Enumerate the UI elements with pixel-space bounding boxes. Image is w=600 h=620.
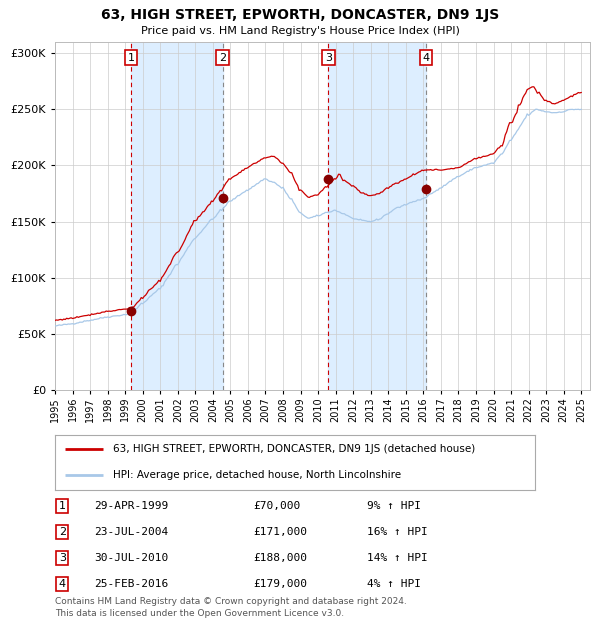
Text: 2: 2 xyxy=(59,527,66,537)
Text: 25-FEB-2016: 25-FEB-2016 xyxy=(94,579,168,589)
Text: 14% ↑ HPI: 14% ↑ HPI xyxy=(367,553,428,563)
Text: HPI: Average price, detached house, North Lincolnshire: HPI: Average price, detached house, Nort… xyxy=(113,469,401,480)
Text: This data is licensed under the Open Government Licence v3.0.: This data is licensed under the Open Gov… xyxy=(55,609,344,618)
Text: 29-APR-1999: 29-APR-1999 xyxy=(94,501,168,511)
Text: 63, HIGH STREET, EPWORTH, DONCASTER, DN9 1JS (detached house): 63, HIGH STREET, EPWORTH, DONCASTER, DN9… xyxy=(113,444,475,454)
Text: 1: 1 xyxy=(59,501,65,511)
Text: 63, HIGH STREET, EPWORTH, DONCASTER, DN9 1JS: 63, HIGH STREET, EPWORTH, DONCASTER, DN9… xyxy=(101,8,499,22)
Text: Price paid vs. HM Land Registry's House Price Index (HPI): Price paid vs. HM Land Registry's House … xyxy=(140,26,460,36)
Text: 16% ↑ HPI: 16% ↑ HPI xyxy=(367,527,428,537)
Text: £179,000: £179,000 xyxy=(253,579,307,589)
Text: 9% ↑ HPI: 9% ↑ HPI xyxy=(367,501,421,511)
Text: £171,000: £171,000 xyxy=(253,527,307,537)
Text: 30-JUL-2010: 30-JUL-2010 xyxy=(94,553,168,563)
Text: 4: 4 xyxy=(59,579,66,589)
Bar xyxy=(131,42,223,390)
Text: 23-JUL-2004: 23-JUL-2004 xyxy=(94,527,168,537)
Text: 1: 1 xyxy=(127,53,134,63)
Text: 4: 4 xyxy=(422,53,430,63)
Text: 4% ↑ HPI: 4% ↑ HPI xyxy=(367,579,421,589)
Text: 3: 3 xyxy=(325,53,332,63)
Text: 3: 3 xyxy=(59,553,65,563)
Text: 2: 2 xyxy=(219,53,226,63)
Text: Contains HM Land Registry data © Crown copyright and database right 2024.: Contains HM Land Registry data © Crown c… xyxy=(55,597,407,606)
Text: £188,000: £188,000 xyxy=(253,553,307,563)
Bar xyxy=(328,42,426,390)
Text: £70,000: £70,000 xyxy=(253,501,300,511)
